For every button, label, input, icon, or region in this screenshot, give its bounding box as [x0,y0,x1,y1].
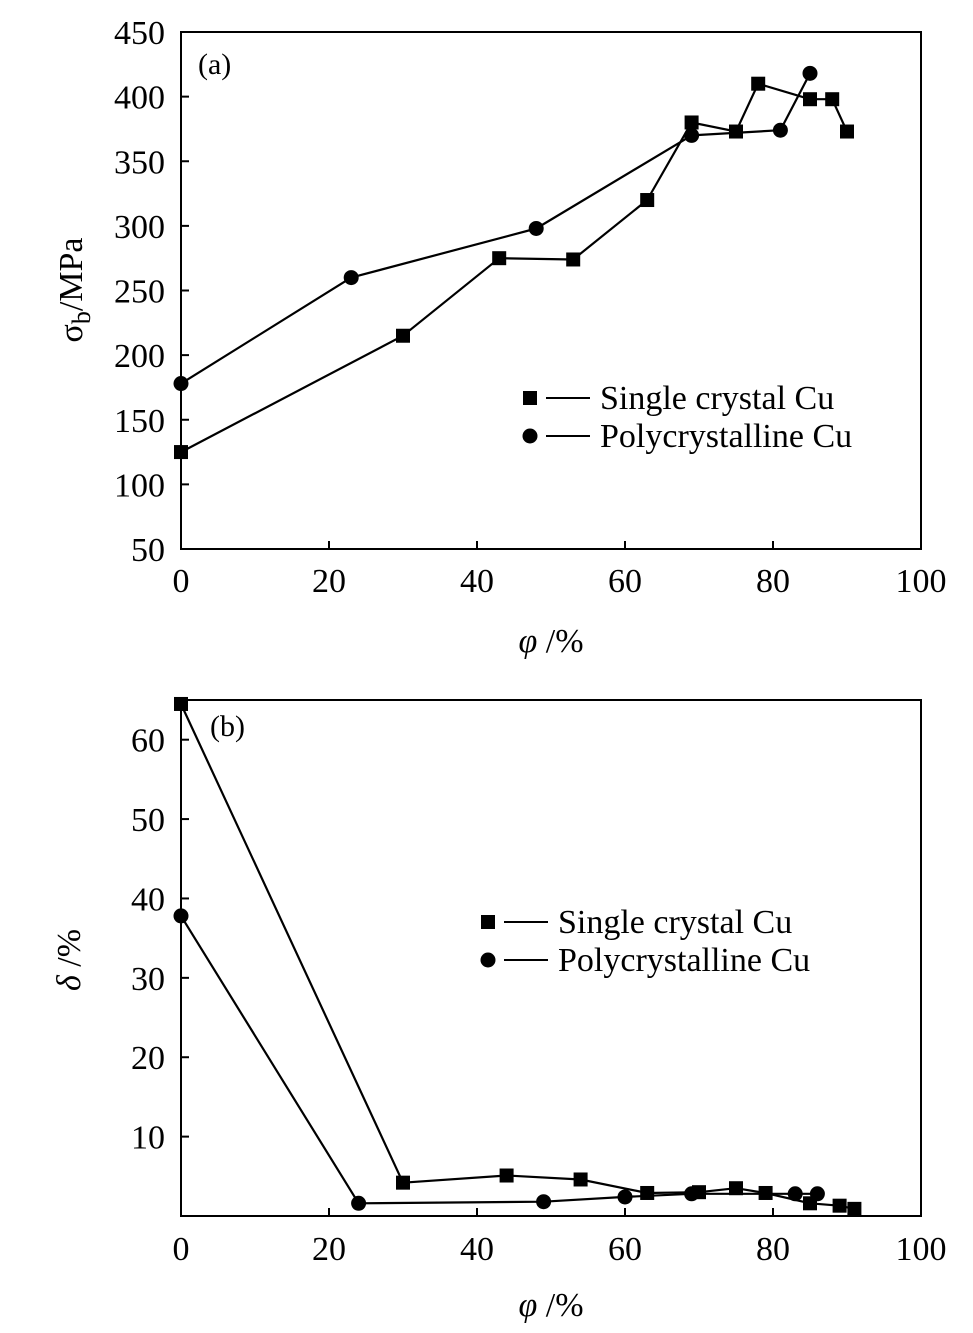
data-point-square [499,1168,514,1183]
x-tick-label: 100 [896,563,947,600]
x-axis-label-symbol: φ [518,1287,545,1324]
x-tick-label: 80 [756,563,790,600]
y-axis-label-unit: /% [51,929,88,967]
x-tick-label: 100 [896,1231,947,1268]
legend-marker-square [481,915,495,929]
x-tick-label: 60 [608,563,642,600]
data-point-square [751,76,766,91]
data-point-square [729,124,743,139]
data-point-square [840,124,854,139]
panel-tag: (b) [210,710,245,743]
x-axis-label-symbol: φ [518,623,545,660]
series-line-polycrystalline [180,72,811,385]
x-tick-label: 20 [312,563,346,600]
data-point-circle [802,65,818,81]
data-point-square [174,445,188,460]
data-point-circle [343,270,359,286]
y-tick-label: 40 [131,881,165,918]
y-axis-label-symbol: δ [51,967,88,991]
x-tick-label: 20 [312,1231,346,1268]
data-point-circle [617,1189,633,1205]
data-point-square [396,328,410,343]
y-axis-label-unit: /MPa [53,237,90,311]
data-point-square [566,252,581,267]
y-tick-label: 200 [114,338,165,375]
y-tick-label: 300 [114,209,165,246]
data-point-square [847,1201,862,1216]
y-axis-label: δ /% [51,929,88,991]
data-point-circle [536,1194,552,1210]
x-tick-label: 40 [460,1231,494,1268]
data-point-circle [787,1186,803,1202]
y-tick-label: 30 [131,961,165,998]
data-point-square [832,1198,847,1213]
y-axis-label: σb/MPa [53,237,96,342]
data-point-circle [351,1195,367,1211]
legend-marker-square [523,391,537,405]
data-point-square [640,1185,655,1200]
legend-label: Single crystal Cu [600,380,834,417]
x-tick-label: 80 [756,1231,790,1268]
data-point-circle [809,1186,825,1202]
y-tick-label: 400 [114,80,165,117]
data-point-circle [684,127,700,143]
data-point-square [803,92,817,107]
data-point-circle [684,1186,700,1202]
y-axis-label-subscript: b [67,311,96,324]
data-point-square [729,1181,743,1196]
panel-a: 0 20 40 60 80 100 50 100 150 200 250 300 350 400 450 φ … [53,15,947,660]
y-axis-label-symbol: σ [53,324,90,342]
y-tick-label: 50 [131,802,165,839]
data-point-square [684,115,699,130]
data-point-circle [173,908,189,924]
x-axis-label-unit: /% [546,1287,584,1324]
plot-frame [180,31,922,550]
y-tick-label: 250 [114,274,165,311]
x-axis-label: φ /% [518,623,583,660]
x-tick-label: 0 [173,1231,190,1268]
x-axis-label: φ /% [518,1287,583,1324]
x-tick-label: 0 [173,563,190,600]
data-point-circle [528,220,544,236]
y-tick-label: 60 [131,723,165,760]
y-tick-label: 50 [131,532,165,569]
legend-marker-circle [522,428,538,444]
legend-label: Polycrystalline Cu [600,418,852,455]
legend-label: Polycrystalline Cu [558,942,810,979]
y-tick-label: 20 [131,1040,165,1077]
x-axis-label-unit: /% [546,623,584,660]
data-point-circle [173,376,189,392]
data-point-circle [772,122,788,138]
data-point-square [174,696,188,711]
y-tick-label: 350 [114,144,165,181]
data-point-square [492,251,507,266]
data-point-square [573,1172,588,1187]
data-point-square [640,193,655,208]
x-tick-label: 60 [608,1231,642,1268]
data-point-square [396,1175,410,1190]
y-tick-label: 10 [131,1120,165,1157]
plot-frame [180,699,922,1217]
legend-label: Single crystal Cu [558,904,792,941]
y-tick-label: 450 [114,15,165,52]
y-tick-label: 150 [114,403,165,440]
data-point-square [825,92,840,107]
panel-tag: (a) [198,48,231,81]
legend-marker-circle [480,952,496,968]
x-tick-label: 40 [460,563,494,600]
y-tick-label: 100 [114,467,165,504]
